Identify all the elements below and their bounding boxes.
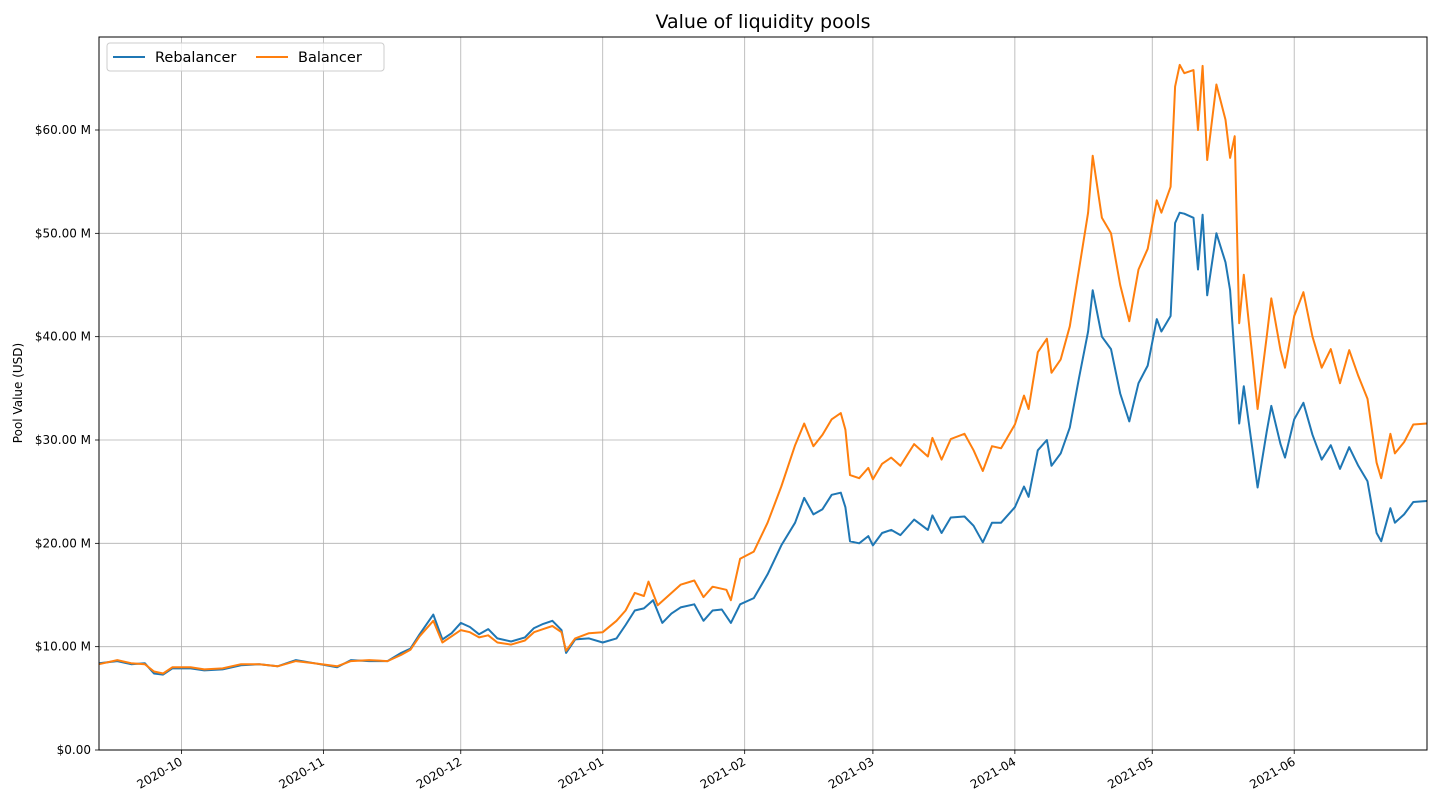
y-axis: $0.00 $10.00 M $20.00 M $30.00 M $40.00 M $50…	[35, 123, 99, 757]
y-tick-label: $60.00 M	[35, 123, 91, 137]
legend-label-balancer: Balancer	[298, 50, 362, 66]
legend-frame	[106, 42, 385, 72]
y-tick-label: $20.00 M	[35, 536, 91, 550]
y-tick-label: $10.00 M	[35, 640, 91, 654]
series-lines	[98, 63, 1428, 676]
y-tick-label: $30.00 M	[35, 433, 91, 447]
y-tick-label: $40.00 M	[35, 330, 91, 344]
legend-label-rebalancer: Rebalancer	[155, 50, 236, 66]
plot-area	[98, 36, 1428, 751]
y-axis-label: Pool Value (USD)	[11, 343, 25, 443]
series-line-rebalancer	[98, 211, 1428, 676]
legend: Rebalancer Balancer	[106, 42, 385, 72]
gridlines	[99, 37, 1427, 750]
series-line-balancer	[98, 63, 1428, 675]
plot-frame	[98, 36, 1428, 751]
chart-title: Value of liquidity pools	[655, 11, 870, 33]
y-tick-label: $0.00	[57, 743, 91, 757]
y-tick-label: $50.00 M	[35, 226, 91, 240]
